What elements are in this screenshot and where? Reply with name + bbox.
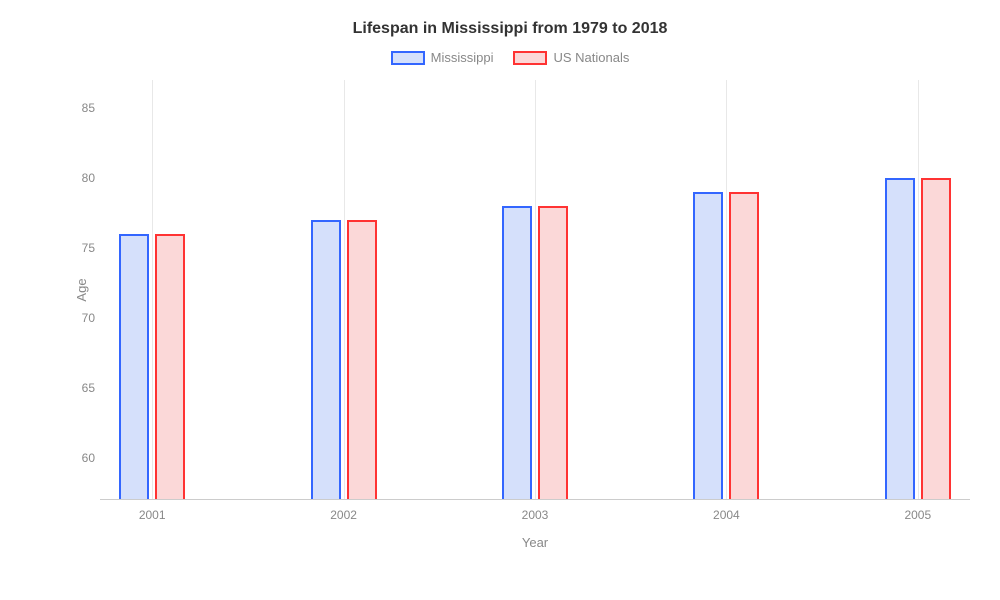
bar xyxy=(729,192,759,499)
bar xyxy=(311,220,341,499)
y-tick: 80 xyxy=(60,171,95,185)
legend-swatch xyxy=(391,51,425,65)
x-tick: 2004 xyxy=(713,508,740,522)
chart-title: Lifespan in Mississippi from 1979 to 201… xyxy=(60,20,960,38)
plot-area: Age 606570758085 20012002200320042005 Ye… xyxy=(100,80,970,500)
bar xyxy=(921,178,951,499)
y-tick: 85 xyxy=(60,101,95,115)
bar xyxy=(347,220,377,499)
legend-item: Mississippi xyxy=(391,50,494,65)
bar xyxy=(885,178,915,499)
legend-label: Mississippi xyxy=(431,50,494,65)
y-tick: 70 xyxy=(60,311,95,325)
bar xyxy=(538,206,568,499)
x-tick: 2003 xyxy=(522,508,549,522)
y-tick: 75 xyxy=(60,241,95,255)
legend-item: US Nationals xyxy=(513,50,629,65)
bars-area xyxy=(100,80,970,500)
bar xyxy=(119,234,149,499)
legend-swatch xyxy=(513,51,547,65)
bar xyxy=(693,192,723,499)
x-axis-label: Year xyxy=(522,535,548,550)
y-tick: 60 xyxy=(60,451,95,465)
bar xyxy=(155,234,185,499)
x-tick: 2001 xyxy=(139,508,166,522)
y-axis: 60 65 70 75 80 85 xyxy=(60,80,95,500)
x-tick: 2002 xyxy=(330,508,357,522)
legend: Mississippi US Nationals xyxy=(60,50,960,65)
chart-container: Lifespan in Mississippi from 1979 to 201… xyxy=(0,0,1000,600)
bar xyxy=(502,206,532,499)
legend-label: US Nationals xyxy=(553,50,629,65)
y-tick: 65 xyxy=(60,381,95,395)
x-tick: 2005 xyxy=(904,508,931,522)
